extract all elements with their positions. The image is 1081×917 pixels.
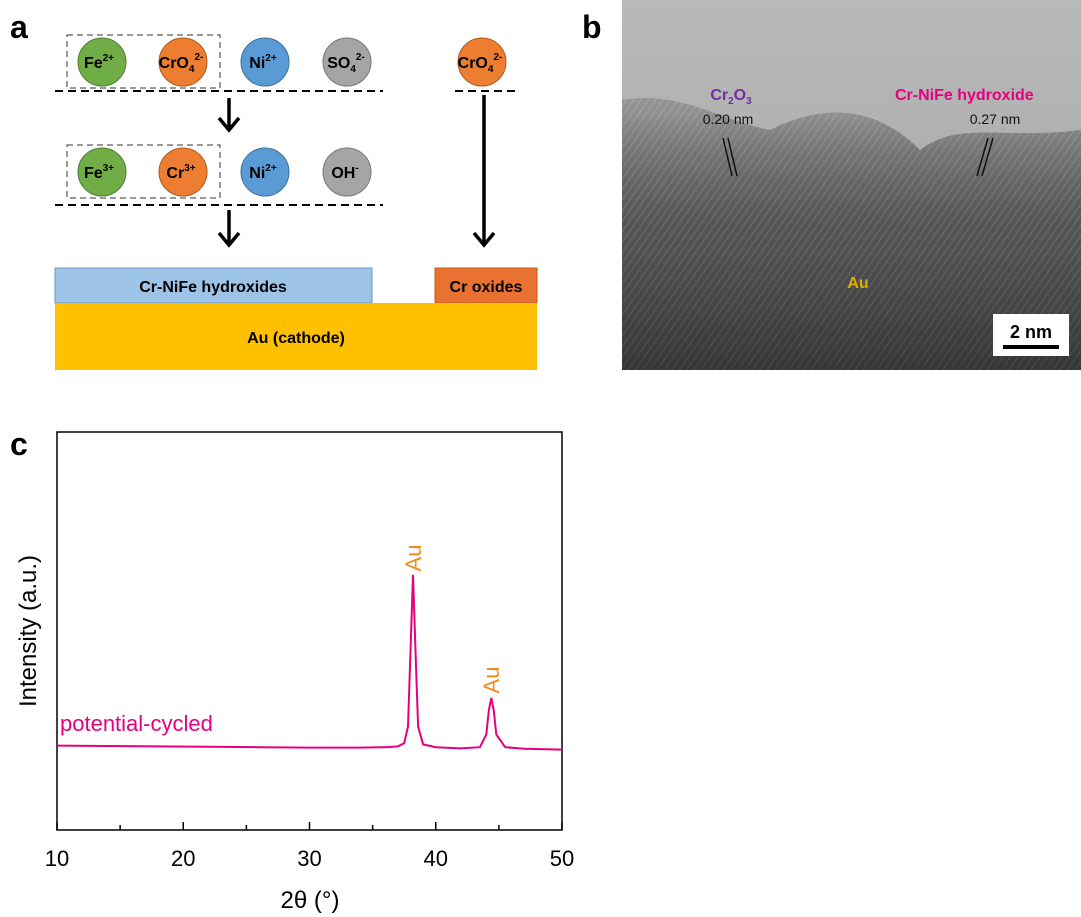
ion-sup: 2+ <box>103 53 115 64</box>
ion-sup: 2+ <box>265 53 277 64</box>
spacing-label: 0.20 nm <box>703 111 754 127</box>
ion-sub: 4 <box>350 64 356 75</box>
plot-frame <box>57 432 562 830</box>
x-tick-label: 20 <box>171 846 195 871</box>
ion-sup: 2- <box>493 52 502 63</box>
ion-sup: 2- <box>356 52 365 63</box>
scheme: Fe2+ CrO42- Ni2+ SO42- CrO42- Fe3+ Cr3+ … <box>55 35 537 370</box>
layer-label: Au (cathode) <box>247 330 345 347</box>
ion-base: Fe <box>84 55 103 72</box>
formula-part: Cr <box>710 87 728 104</box>
tem-image: Cr2O3 0.20 nm Cr-NiFe hydroxide 0.27 nm … <box>622 0 1081 370</box>
xrd-chart: 2θ (°) Intensity (a.u.) potential-cycled… <box>15 432 574 914</box>
ion-sub: 4 <box>488 64 494 75</box>
x-tick-label: 50 <box>550 846 574 871</box>
ion-base: Cr <box>166 165 184 182</box>
formula-part: O <box>734 87 746 104</box>
panel-label: c <box>10 426 28 462</box>
layer-label: Cr oxides <box>450 279 523 296</box>
au-label: Au <box>847 275 868 292</box>
ion-base: Ni <box>249 55 265 72</box>
ion-base: CrO <box>159 55 189 72</box>
ion-base: CrO <box>458 55 488 72</box>
y-axis-label: Intensity (a.u.) <box>15 555 42 707</box>
spacing-label: 0.27 nm <box>970 111 1021 127</box>
series-label: potential-cycled <box>60 711 213 736</box>
phase-label: Cr-NiFe hydroxide <box>895 87 1034 104</box>
ion-base: Fe <box>84 165 103 182</box>
scale-label: 2 nm <box>1010 322 1052 342</box>
ion-sup: 3+ <box>184 163 196 174</box>
layer-label: Cr-NiFe hydroxides <box>139 279 287 296</box>
x-axis-label: 2θ (°) <box>281 887 340 914</box>
peak-annotation: Au <box>401 545 426 572</box>
peak-annotation: Au <box>479 667 504 694</box>
ion-sup: 3+ <box>103 163 115 174</box>
ion-sup: 2- <box>194 52 203 63</box>
ion-sub: 4 <box>189 64 195 75</box>
ion-base: SO <box>327 55 350 72</box>
x-tick-label: 10 <box>45 846 69 871</box>
ion-sup: 2+ <box>265 163 277 174</box>
figure: a b c Fe2+ CrO42- Ni2+ SO42- CrO42- Fe3+… <box>0 0 1081 917</box>
page: a b c Fe2+ CrO42- Ni2+ SO42- CrO42- Fe3+… <box>0 0 1081 917</box>
ion-base: OH <box>331 165 355 182</box>
panel-label: a <box>10 9 28 45</box>
ion-base: Ni <box>249 165 265 182</box>
panel-label: b <box>582 9 602 45</box>
ion-label: OH- <box>331 163 358 182</box>
x-tick-label: 30 <box>297 846 321 871</box>
x-tick-label: 40 <box>424 846 448 871</box>
ion-sup: - <box>355 163 358 174</box>
formula-sub: 3 <box>746 96 752 107</box>
